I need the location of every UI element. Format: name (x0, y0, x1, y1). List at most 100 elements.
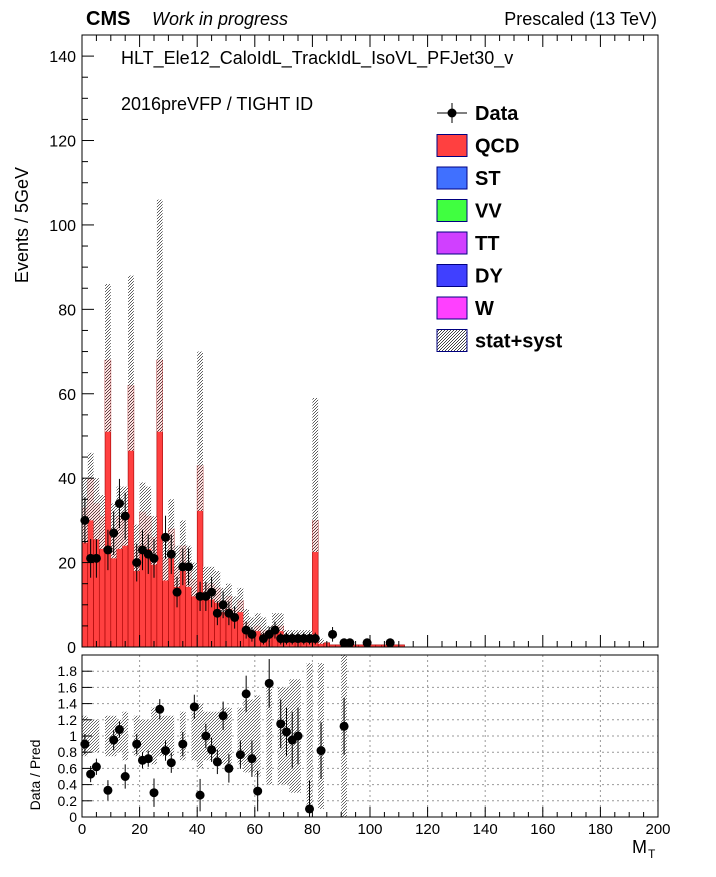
band-bin-31 (261, 617, 267, 634)
ratio-band-bin-2 (94, 720, 100, 752)
ratio-point-17 (201, 732, 210, 741)
ratio-point-10 (150, 788, 159, 797)
ratio-y-tick-label-3: 0.6 (58, 760, 78, 776)
ratio-point-15 (190, 702, 199, 711)
ratio-y-tick-label-6: 1.2 (58, 712, 78, 728)
ratio-point-1 (86, 770, 95, 779)
data-point-13 (173, 588, 182, 597)
legend-label-dy: DY (475, 266, 503, 288)
band-bin-3 (99, 495, 105, 549)
ratio-point-2 (92, 762, 101, 771)
ratio-band-bin-10 (151, 708, 157, 765)
data-point-5 (115, 499, 124, 508)
y-tick-label-5: 100 (49, 218, 76, 235)
ratio-band-bin-9 (145, 720, 151, 752)
band-bin-2 (94, 478, 100, 539)
legend-label-data: Data (475, 103, 519, 125)
trigger-label: HLT_Ele12_CaloIdL_TrackIdL_IsoVL_PFJet30… (121, 48, 513, 69)
data-point-7 (132, 558, 141, 567)
data-point-22 (230, 613, 239, 622)
era-label: 2016preVFP / TIGHT ID (121, 94, 313, 114)
x-tick-label-0: 0 (78, 821, 86, 838)
ratio-y-axis-title: Data / Pred (27, 740, 43, 811)
ratio-point-26 (265, 679, 274, 688)
ratio-y-tick-label-7: 1.4 (58, 696, 78, 712)
ratio-y-tick-label-4: 0.8 (58, 744, 78, 760)
legend-swatch-vv (437, 200, 467, 222)
x-tick-label-9: 180 (588, 821, 613, 838)
work-in-progress-label: Work in progress (152, 9, 288, 29)
ratio-point-19 (213, 757, 222, 766)
data-point-11 (161, 533, 170, 542)
data-point-39 (386, 638, 395, 647)
y-tick-label-2: 40 (58, 471, 76, 488)
band-bin-23 (214, 571, 220, 603)
data-point-37 (345, 638, 354, 647)
ratio-point-4 (109, 736, 118, 745)
y-axis-title: Events / 5GeV (12, 167, 32, 283)
x-tick-label-7: 140 (473, 821, 498, 838)
ratio-band-bin-3 (105, 716, 111, 757)
legend-marker-data (448, 109, 457, 118)
band-bin-13 (157, 200, 163, 432)
ratio-y-tick-label-9: 1.8 (58, 663, 78, 679)
legend-swatch-dy (437, 265, 467, 287)
ratio-point-6 (121, 772, 130, 781)
data-point-27 (270, 626, 279, 635)
ratio-point-9 (144, 754, 153, 763)
ratio-point-14 (178, 740, 187, 749)
legend-swatch-w (437, 297, 467, 319)
ratio-point-22 (236, 750, 245, 759)
ratio-point-3 (103, 786, 112, 795)
data-point-6 (121, 512, 130, 521)
legend-label-vv: VV (475, 201, 502, 223)
ratio-point-25 (253, 787, 262, 796)
data-point-18 (207, 588, 216, 597)
x-tick-label-10: 200 (645, 821, 670, 838)
x-axis-title-sub: T (648, 847, 656, 861)
legend-swatch-st (437, 167, 467, 189)
data-point-35 (328, 630, 337, 639)
ratio-point-23 (242, 689, 251, 698)
ratio-point-21 (224, 764, 233, 773)
ratio-point-33 (340, 722, 349, 731)
data-point-12 (167, 550, 176, 559)
data-point-19 (213, 609, 222, 618)
data-point-20 (219, 600, 228, 609)
x-axis-title-m: M (632, 837, 647, 857)
ratio-point-30 (294, 732, 303, 741)
x-tick-label-5: 100 (357, 821, 382, 838)
band-bin-4 (105, 284, 111, 432)
ratio-point-24 (247, 754, 256, 763)
y-tick-label-0: 0 (67, 640, 76, 657)
band-bin-30 (255, 613, 261, 631)
ratio-y-tick-label-8: 1.6 (58, 679, 78, 695)
y-tick-label-6: 120 (49, 134, 76, 151)
ratio-point-20 (219, 711, 228, 720)
x-tick-label-6: 120 (415, 821, 440, 838)
legend-swatch-band (437, 330, 467, 352)
ratio-point-27 (276, 719, 285, 728)
x-tick-label-1: 20 (131, 821, 148, 838)
ratio-y-tick-label-5: 1 (69, 728, 77, 744)
band-bin-40 (312, 398, 318, 552)
energy-label: Prescaled (13 TeV) (504, 9, 657, 29)
data-point-3 (103, 545, 112, 554)
band-bin-1 (88, 453, 94, 521)
data-point-10 (150, 554, 159, 563)
x-tick-label-2: 40 (189, 821, 206, 838)
ratio-y-tick-label-2: 0.4 (58, 777, 78, 793)
band-bin-8 (128, 276, 134, 451)
legend-label-tt: TT (475, 233, 499, 255)
data-point-2 (92, 554, 101, 563)
legend-label-qcd: QCD (475, 136, 519, 158)
ratio-point-5 (115, 725, 124, 734)
x-tick-label-8: 160 (530, 821, 555, 838)
ratio-point-16 (196, 791, 205, 800)
ratio-point-11 (155, 705, 164, 714)
legend-label-w: W (475, 298, 494, 320)
x-tick-label-3: 60 (246, 821, 263, 838)
legend-swatch-tt (437, 232, 467, 254)
